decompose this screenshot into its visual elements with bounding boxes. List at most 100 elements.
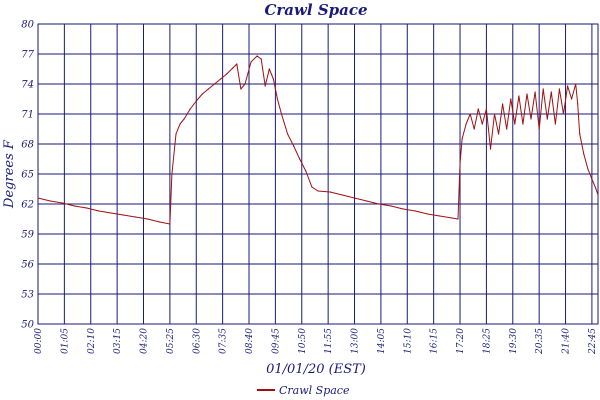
y-axis-label: Degrees F	[2, 139, 17, 209]
data-point	[195, 100, 197, 102]
data-point	[575, 83, 577, 85]
data-point	[550, 91, 552, 93]
x-tick-label: 09:45	[271, 328, 281, 354]
data-point	[378, 203, 380, 205]
data-point	[439, 215, 441, 217]
y-tick-label: 53	[21, 290, 34, 301]
chart-title: Crawl Space	[264, 1, 367, 19]
data-point	[244, 83, 246, 85]
data-point	[272, 78, 274, 80]
data-point	[37, 197, 39, 199]
data-point	[183, 118, 185, 120]
data-point	[98, 210, 100, 212]
data-point	[402, 208, 404, 210]
data-point	[538, 128, 540, 130]
x-tick-label: 03:15	[113, 328, 123, 354]
data-point	[514, 123, 516, 125]
data-point	[502, 103, 504, 105]
data-point	[147, 218, 149, 220]
data-point	[526, 93, 528, 95]
data-point	[86, 207, 88, 209]
data-point	[571, 98, 573, 100]
plot-area	[37, 23, 599, 325]
data-point	[122, 214, 124, 216]
x-tick-label: 05:25	[166, 328, 176, 354]
data-point	[457, 218, 459, 220]
data-point	[175, 133, 177, 135]
series-line	[37, 55, 599, 225]
x-tick-label: 00:00	[34, 328, 44, 354]
data-point	[49, 200, 51, 202]
data-point	[583, 153, 585, 155]
data-point	[159, 221, 161, 223]
x-tick-label: 15:10	[403, 328, 413, 354]
data-point	[473, 128, 475, 130]
y-tick-label: 62	[21, 200, 34, 211]
data-point	[311, 186, 313, 188]
data-point	[299, 158, 301, 160]
data-point	[207, 88, 209, 90]
data-point	[268, 68, 270, 70]
data-point	[179, 123, 181, 125]
x-tick-label: 06:30	[192, 328, 202, 354]
x-tick-label: 19:30	[509, 328, 519, 354]
data-point	[280, 113, 283, 115]
data-point	[562, 113, 565, 115]
data-point	[577, 103, 579, 105]
x-tick-label: 10:50	[298, 328, 308, 354]
data-point	[522, 123, 524, 125]
data-point	[427, 213, 429, 215]
data-point	[414, 210, 416, 212]
series-layer	[37, 55, 599, 225]
data-point	[477, 108, 479, 110]
data-point	[213, 83, 216, 85]
data-point	[558, 88, 561, 90]
data-point	[305, 170, 307, 172]
data-point	[317, 190, 319, 192]
x-tick-label: 02:10	[87, 328, 97, 354]
data-point	[293, 145, 295, 147]
data-point	[567, 85, 569, 87]
data-point	[554, 123, 557, 125]
x-tick-label: 01:05	[60, 328, 70, 354]
x-tick-label: 07:35	[219, 328, 229, 354]
data-point	[61, 202, 63, 204]
legend-label: Crawl Space	[279, 384, 350, 397]
data-point	[256, 55, 258, 57]
data-point	[240, 88, 242, 90]
x-tick-label: 16:15	[430, 328, 440, 354]
data-point	[510, 98, 512, 100]
data-point	[276, 98, 278, 100]
x-tick-label: 11:55	[324, 328, 334, 354]
data-point	[353, 197, 356, 199]
data-point	[264, 85, 266, 87]
x-tick-label: 14:05	[377, 328, 387, 354]
y-tick-label: 77	[21, 50, 34, 61]
y-tick-label: 71	[21, 110, 34, 121]
data-point	[110, 212, 112, 214]
data-point	[485, 108, 487, 110]
x-tick-label: 04:20	[140, 328, 150, 354]
data-point	[226, 73, 228, 75]
data-point	[134, 216, 136, 218]
data-point	[493, 113, 496, 115]
x-axis-label: 01/01/20 (EST)	[266, 362, 366, 377]
x-tick-label: 08:40	[245, 328, 255, 354]
data-point	[481, 123, 483, 125]
y-tick-label: 80	[21, 20, 34, 31]
data-point	[341, 194, 343, 196]
y-tick-label: 65	[21, 170, 34, 181]
data-point	[591, 178, 593, 180]
y-tick-label: 50	[21, 320, 34, 331]
x-tick-label: 13:00	[351, 328, 361, 354]
data-point	[220, 78, 222, 80]
x-tick-label: 18:25	[482, 328, 492, 354]
data-point	[287, 133, 289, 135]
x-tick-label: 21:40	[562, 328, 572, 355]
x-tick-label: 20:35	[535, 328, 545, 355]
data-point	[250, 61, 252, 63]
data-point	[329, 191, 331, 193]
data-point	[459, 163, 461, 165]
data-point	[587, 168, 589, 170]
